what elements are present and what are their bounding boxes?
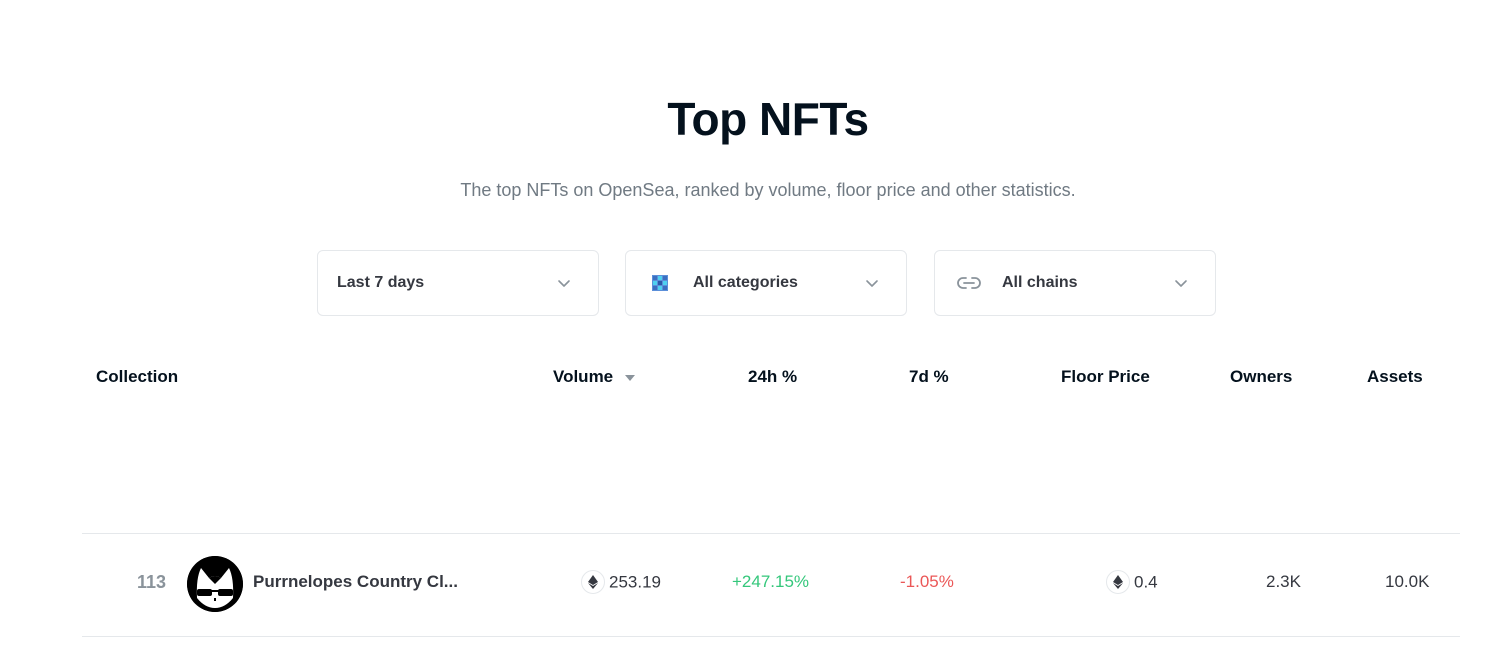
row-divider: [82, 636, 1460, 637]
page-subtitle: The top NFTs on OpenSea, ranked by volum…: [460, 180, 1076, 200]
column-header-assets[interactable]: Assets: [1367, 367, 1423, 386]
volume-cell: 253.19: [581, 570, 661, 595]
category-dropdown[interactable]: All categories: [625, 250, 907, 316]
categories-grid-icon: [648, 271, 672, 295]
ethereum-icon: [581, 570, 605, 594]
ethereum-icon: [1106, 570, 1130, 594]
owners-value: 2.3K: [1266, 572, 1301, 591]
column-header-collection: Collection: [96, 367, 179, 386]
change-24h-value: +247.15%: [732, 572, 810, 591]
row-divider: [82, 533, 1460, 534]
collection-avatar[interactable]: [187, 556, 243, 612]
volume-value: 253.19: [609, 572, 661, 592]
volume-header-label: Volume: [553, 367, 614, 386]
chevron-down-icon: [558, 280, 570, 287]
change-7d-value: -1.05%: [900, 572, 954, 591]
row-rank: 113: [137, 572, 167, 592]
link-icon: [957, 271, 981, 295]
page-title: Top NFTs: [667, 93, 869, 145]
column-header-owners[interactable]: Owners: [1230, 367, 1293, 386]
column-header-24h[interactable]: 24h %: [748, 367, 798, 386]
chain-dropdown[interactable]: All chains: [934, 250, 1216, 316]
column-header-volume[interactable]: Volume: [553, 367, 636, 387]
chevron-down-icon: [1175, 280, 1187, 287]
column-header-floor-price[interactable]: Floor Price: [1061, 367, 1150, 386]
collection-name[interactable]: Purrnelopes Country Cl...: [253, 572, 458, 591]
time-range-label: Last 7 days: [337, 274, 425, 291]
chain-label: All chains: [1002, 274, 1078, 291]
column-header-7d[interactable]: 7d %: [909, 367, 949, 386]
category-label: All categories: [693, 274, 798, 291]
assets-value: 10.0K: [1385, 572, 1430, 591]
chevron-down-icon: [866, 280, 878, 287]
floor-price-value: 0.4: [1134, 572, 1158, 592]
cat-sunglasses-icon: [187, 556, 243, 612]
floor-price-cell: 0.4: [1106, 570, 1158, 595]
time-range-dropdown[interactable]: Last 7 days: [317, 250, 599, 316]
sort-desc-icon: [624, 374, 635, 381]
